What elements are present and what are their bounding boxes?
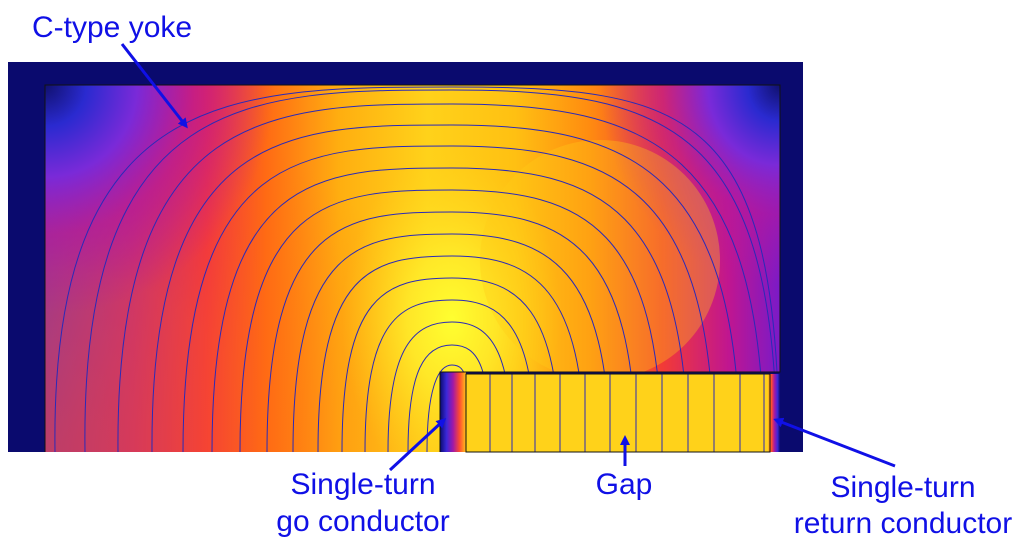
field-lines <box>54 86 780 452</box>
go-conductor <box>440 372 466 452</box>
gap-region <box>466 374 770 452</box>
arrow-yoke <box>120 43 188 129</box>
label-return-conductor-line1: Single-turn <box>830 471 975 504</box>
return-conductor <box>768 374 780 452</box>
label-go-conductor-line1: Single-turn <box>290 468 435 501</box>
geometry-outlines <box>44 84 781 453</box>
arrow-return-conductor <box>773 417 896 468</box>
label-yoke: C-type yoke <box>32 11 192 44</box>
label-gap: Gap <box>596 468 653 501</box>
gap-field-lines <box>489 374 765 452</box>
arrow-go-conductor <box>388 417 447 472</box>
label-return-conductor-line2: return conductor <box>794 507 1012 539</box>
label-go-conductor-line2: go conductor <box>276 505 449 538</box>
